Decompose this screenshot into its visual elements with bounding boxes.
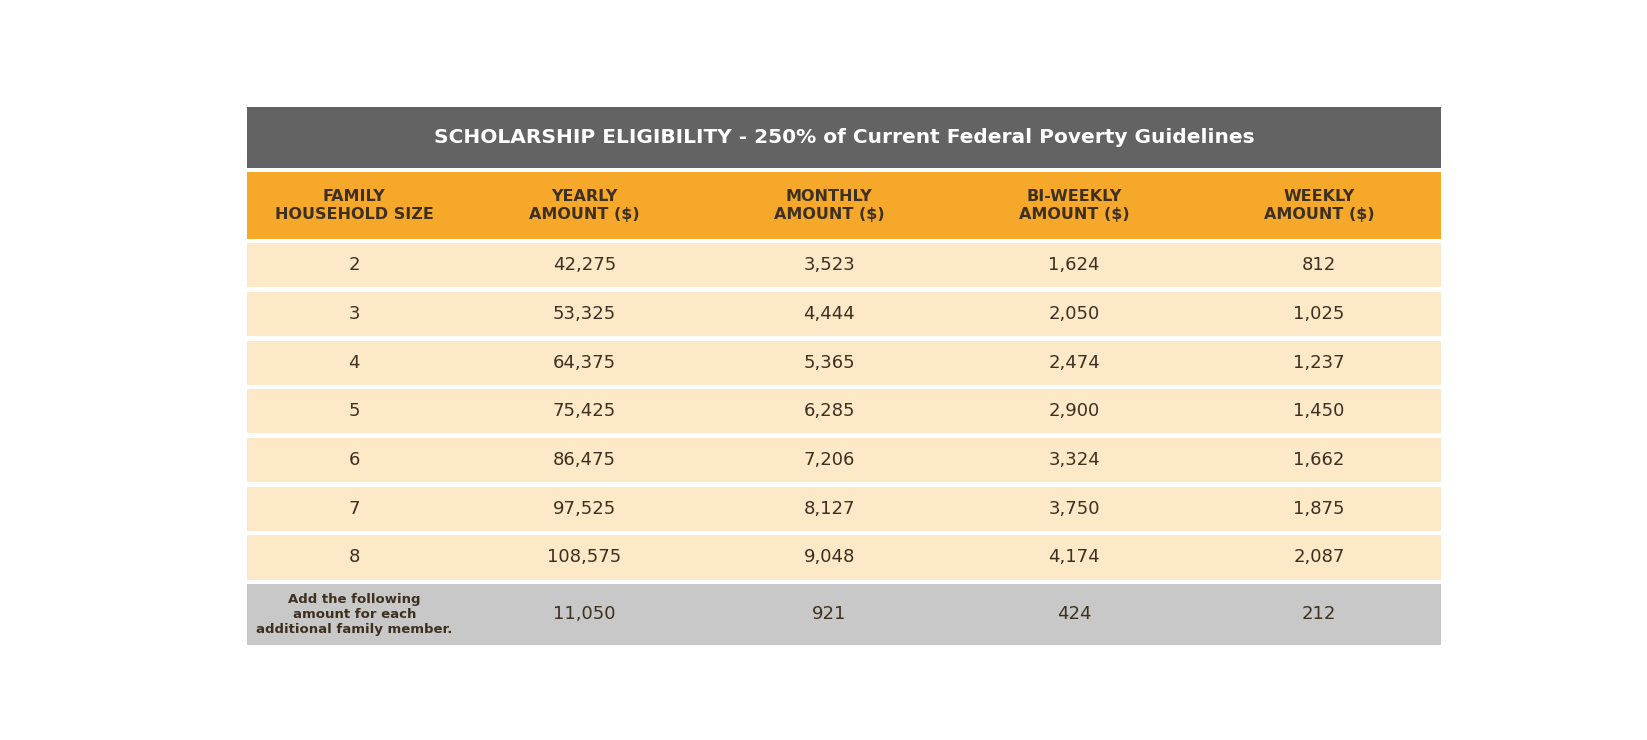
Bar: [952, 340, 1196, 385]
Text: 11,050: 11,050: [553, 605, 616, 623]
Text: 64,375: 64,375: [553, 354, 616, 371]
Bar: [461, 389, 707, 434]
Text: 4,174: 4,174: [1047, 548, 1100, 566]
Bar: [1196, 172, 1441, 239]
Bar: [461, 487, 707, 531]
Text: 108,575: 108,575: [547, 548, 621, 566]
Bar: [461, 535, 707, 579]
Text: 2,900: 2,900: [1049, 403, 1100, 420]
Bar: [247, 389, 461, 434]
Text: WEEKLY
AMOUNT ($): WEEKLY AMOUNT ($): [1263, 189, 1374, 222]
Text: 7: 7: [349, 500, 361, 518]
Bar: [461, 584, 707, 645]
Bar: [247, 172, 461, 239]
Bar: [247, 107, 1441, 168]
Bar: [1196, 487, 1441, 531]
Text: 97,525: 97,525: [553, 500, 616, 518]
Text: 812: 812: [1301, 256, 1336, 275]
Text: YEARLY
AMOUNT ($): YEARLY AMOUNT ($): [529, 189, 639, 222]
Bar: [707, 292, 952, 336]
Text: 2: 2: [349, 256, 361, 275]
Bar: [247, 243, 461, 287]
Bar: [952, 243, 1196, 287]
Bar: [1196, 535, 1441, 579]
Bar: [461, 172, 707, 239]
Bar: [1196, 438, 1441, 482]
Text: 6,285: 6,285: [804, 403, 855, 420]
Text: 2,087: 2,087: [1293, 548, 1344, 566]
Bar: [247, 584, 461, 645]
Text: 8,127: 8,127: [804, 500, 855, 518]
Text: 7,206: 7,206: [804, 451, 855, 469]
Bar: [707, 243, 952, 287]
Bar: [461, 243, 707, 287]
Bar: [952, 535, 1196, 579]
Text: 1,662: 1,662: [1293, 451, 1344, 469]
Text: BI-WEEKLY
AMOUNT ($): BI-WEEKLY AMOUNT ($): [1019, 189, 1130, 222]
Bar: [461, 340, 707, 385]
Text: 3: 3: [349, 305, 361, 323]
Text: 42,275: 42,275: [553, 256, 616, 275]
Text: 3,324: 3,324: [1047, 451, 1100, 469]
Bar: [952, 389, 1196, 434]
Text: 8: 8: [349, 548, 361, 566]
Bar: [1196, 584, 1441, 645]
Text: 2,474: 2,474: [1047, 354, 1100, 371]
Text: 4: 4: [349, 354, 361, 371]
Text: FAMILY
HOUSEHOLD SIZE: FAMILY HOUSEHOLD SIZE: [275, 189, 433, 222]
Bar: [707, 340, 952, 385]
Text: 212: 212: [1301, 605, 1336, 623]
Text: 1,624: 1,624: [1049, 256, 1100, 275]
Text: 424: 424: [1057, 605, 1092, 623]
Text: 1,875: 1,875: [1293, 500, 1344, 518]
Text: 1,450: 1,450: [1293, 403, 1344, 420]
Text: 9,048: 9,048: [804, 548, 855, 566]
Text: 2,050: 2,050: [1049, 305, 1100, 323]
Bar: [952, 172, 1196, 239]
Text: 5,365: 5,365: [804, 354, 855, 371]
Bar: [1196, 389, 1441, 434]
Bar: [952, 292, 1196, 336]
Bar: [247, 487, 461, 531]
Text: 3,750: 3,750: [1049, 500, 1100, 518]
Bar: [952, 584, 1196, 645]
Bar: [707, 584, 952, 645]
Text: 75,425: 75,425: [553, 403, 616, 420]
Bar: [707, 487, 952, 531]
Bar: [707, 389, 952, 434]
Text: Add the following
amount for each
additional family member.: Add the following amount for each additi…: [255, 593, 453, 636]
Text: 53,325: 53,325: [553, 305, 616, 323]
Bar: [952, 438, 1196, 482]
Text: 4,444: 4,444: [804, 305, 855, 323]
Text: SCHOLARSHIP ELIGIBILITY - 250% of Current Federal Poverty Guidelines: SCHOLARSHIP ELIGIBILITY - 250% of Curren…: [433, 128, 1255, 147]
Text: 3,523: 3,523: [804, 256, 855, 275]
Text: 1,237: 1,237: [1293, 354, 1346, 371]
Text: 5: 5: [349, 403, 361, 420]
Bar: [1196, 340, 1441, 385]
Bar: [461, 438, 707, 482]
Bar: [247, 438, 461, 482]
Bar: [247, 292, 461, 336]
Bar: [1196, 292, 1441, 336]
Text: 86,475: 86,475: [553, 451, 616, 469]
Bar: [247, 535, 461, 579]
Bar: [952, 487, 1196, 531]
Bar: [707, 172, 952, 239]
Bar: [461, 292, 707, 336]
Bar: [247, 340, 461, 385]
Bar: [707, 438, 952, 482]
Text: 6: 6: [349, 451, 361, 469]
Bar: [1196, 243, 1441, 287]
Text: 921: 921: [812, 605, 847, 623]
Text: MONTHLY
AMOUNT ($): MONTHLY AMOUNT ($): [774, 189, 884, 222]
Text: 1,025: 1,025: [1293, 305, 1344, 323]
Bar: [707, 535, 952, 579]
